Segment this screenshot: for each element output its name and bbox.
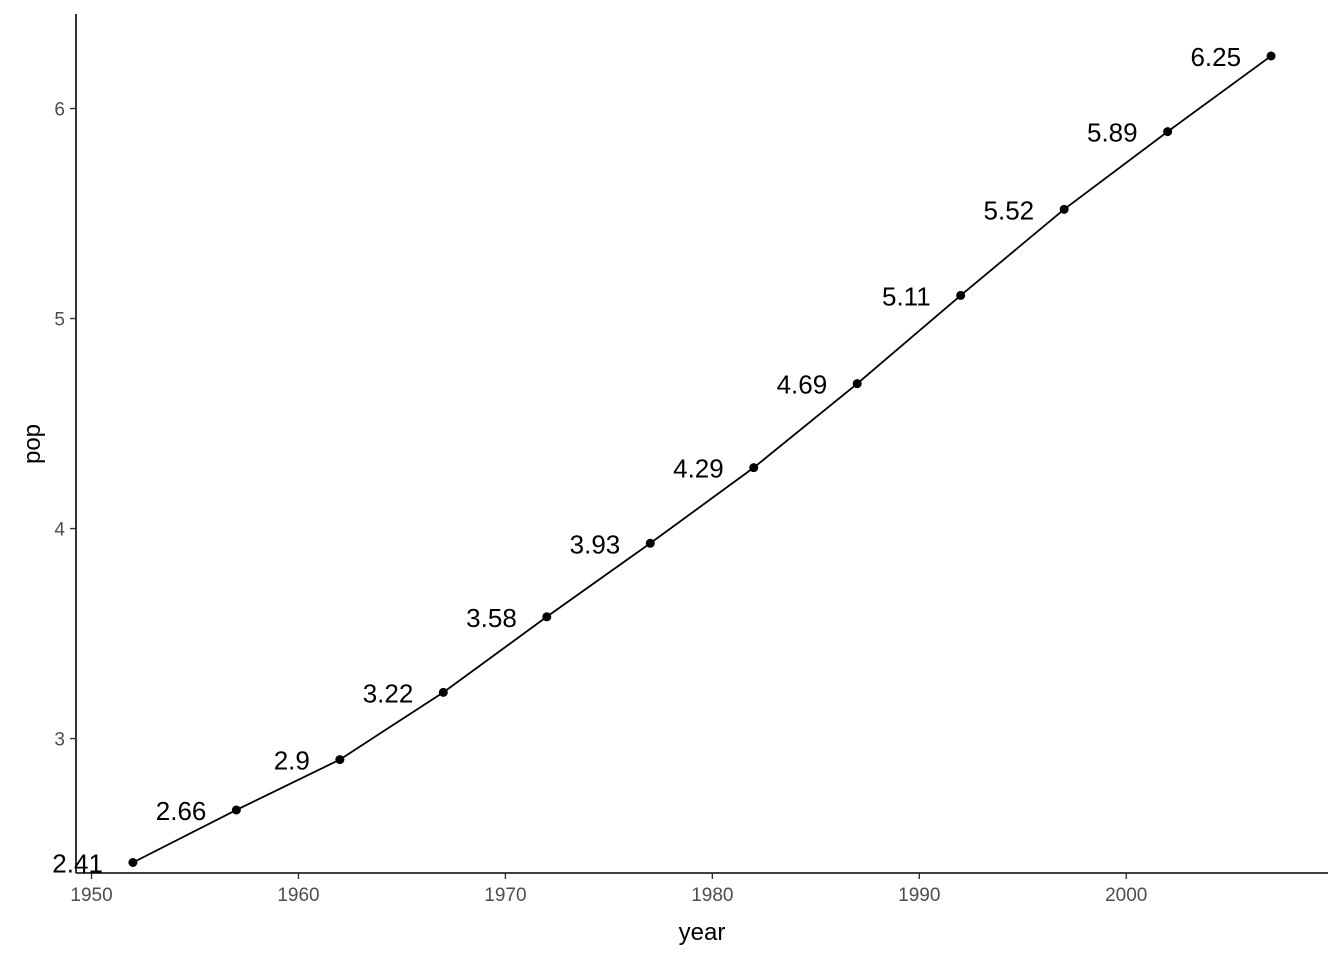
x-tick-label: 1990	[898, 885, 940, 906]
data-label: 3.22	[363, 678, 414, 708]
data-point	[438, 687, 448, 697]
data-label: 5.52	[984, 195, 1035, 225]
x-tick-label: 1960	[277, 885, 319, 906]
data-label: 2.41	[52, 848, 103, 878]
data-label: 3.58	[466, 603, 517, 633]
data-point	[542, 612, 552, 622]
data-point	[128, 857, 138, 867]
data-label: 3.93	[570, 529, 621, 559]
y-axis-title: pop	[19, 424, 46, 464]
data-point	[1059, 204, 1069, 214]
data-label: 6.25	[1190, 42, 1241, 72]
x-tick-label: 1950	[70, 885, 112, 906]
data-label: 5.11	[882, 281, 931, 311]
data-point	[335, 755, 345, 765]
data-label: 5.89	[1087, 118, 1138, 148]
x-tick-label: 1980	[691, 885, 733, 906]
data-point	[852, 379, 862, 389]
data-points	[128, 51, 1276, 867]
data-label: 2.9	[274, 746, 310, 776]
data-point	[645, 538, 655, 548]
data-label: 4.69	[777, 370, 828, 400]
y-tick-label: 3	[54, 730, 65, 751]
x-axis-title: year	[679, 919, 726, 946]
data-point	[231, 805, 241, 815]
y-axis-ticks: 3 4 5 6	[54, 100, 76, 751]
data-point	[1163, 127, 1173, 137]
data-labels: 2.41 2.66 2.9 3.22 3.58 3.93 4.29 4.69 5.11 5.52 5…	[52, 42, 1241, 878]
y-tick-label: 4	[54, 520, 65, 541]
x-axis-ticks: 1950 1960 1970 1980 1990 2000	[70, 873, 1147, 906]
y-tick-label: 5	[54, 310, 65, 331]
data-point	[749, 463, 759, 473]
x-tick-label: 2000	[1105, 885, 1147, 906]
data-label: 2.66	[156, 796, 207, 826]
data-point	[1266, 51, 1276, 61]
data-point	[956, 290, 966, 300]
data-label: 4.29	[673, 454, 724, 484]
y-tick-label: 6	[54, 100, 65, 121]
series-line	[132, 55, 1272, 864]
x-tick-label: 1970	[484, 885, 526, 906]
